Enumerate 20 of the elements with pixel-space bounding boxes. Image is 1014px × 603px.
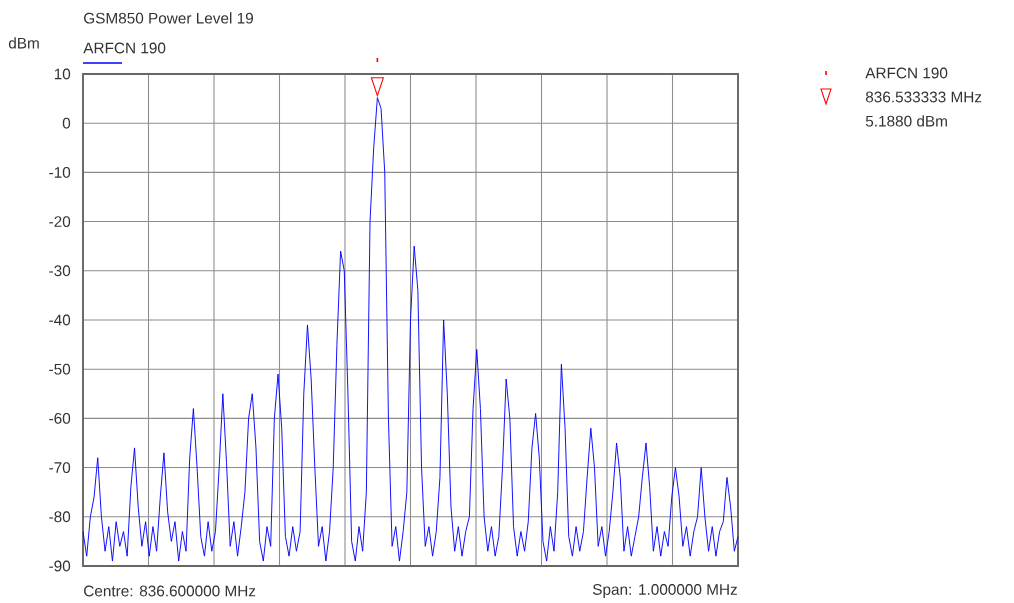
text: ARFCN 190 bbox=[865, 67, 948, 79]
y-axis-title: dBm bbox=[8, 37, 39, 49]
y-tick-label: -80 bbox=[49, 511, 71, 523]
y-tick-label: -50 bbox=[49, 363, 71, 375]
text: 836.533333 MHz bbox=[865, 91, 982, 103]
y-tick-label: -70 bbox=[49, 462, 71, 474]
y-tick-label: 10 bbox=[54, 68, 71, 80]
y-tick-label: -60 bbox=[49, 412, 71, 424]
text: Span: 1.000000 MHz bbox=[592, 584, 737, 598]
y-tick-label: 0 bbox=[62, 117, 71, 129]
y-tick-label: -40 bbox=[49, 314, 71, 326]
text: Centre: 836.600000 MHz bbox=[84, 585, 256, 597]
line-series bbox=[82, 97, 739, 562]
y-tick-label: -30 bbox=[49, 265, 71, 277]
text: ARFCN 190 bbox=[83, 42, 166, 54]
y-tick-label: -90 bbox=[49, 560, 71, 572]
y-tick-label: -20 bbox=[49, 216, 71, 228]
y-tick-label: -10 bbox=[49, 166, 71, 178]
text: 5.1880 dBm bbox=[865, 115, 947, 127]
chart-title: GSM850 Power Level 19 bbox=[84, 12, 253, 24]
